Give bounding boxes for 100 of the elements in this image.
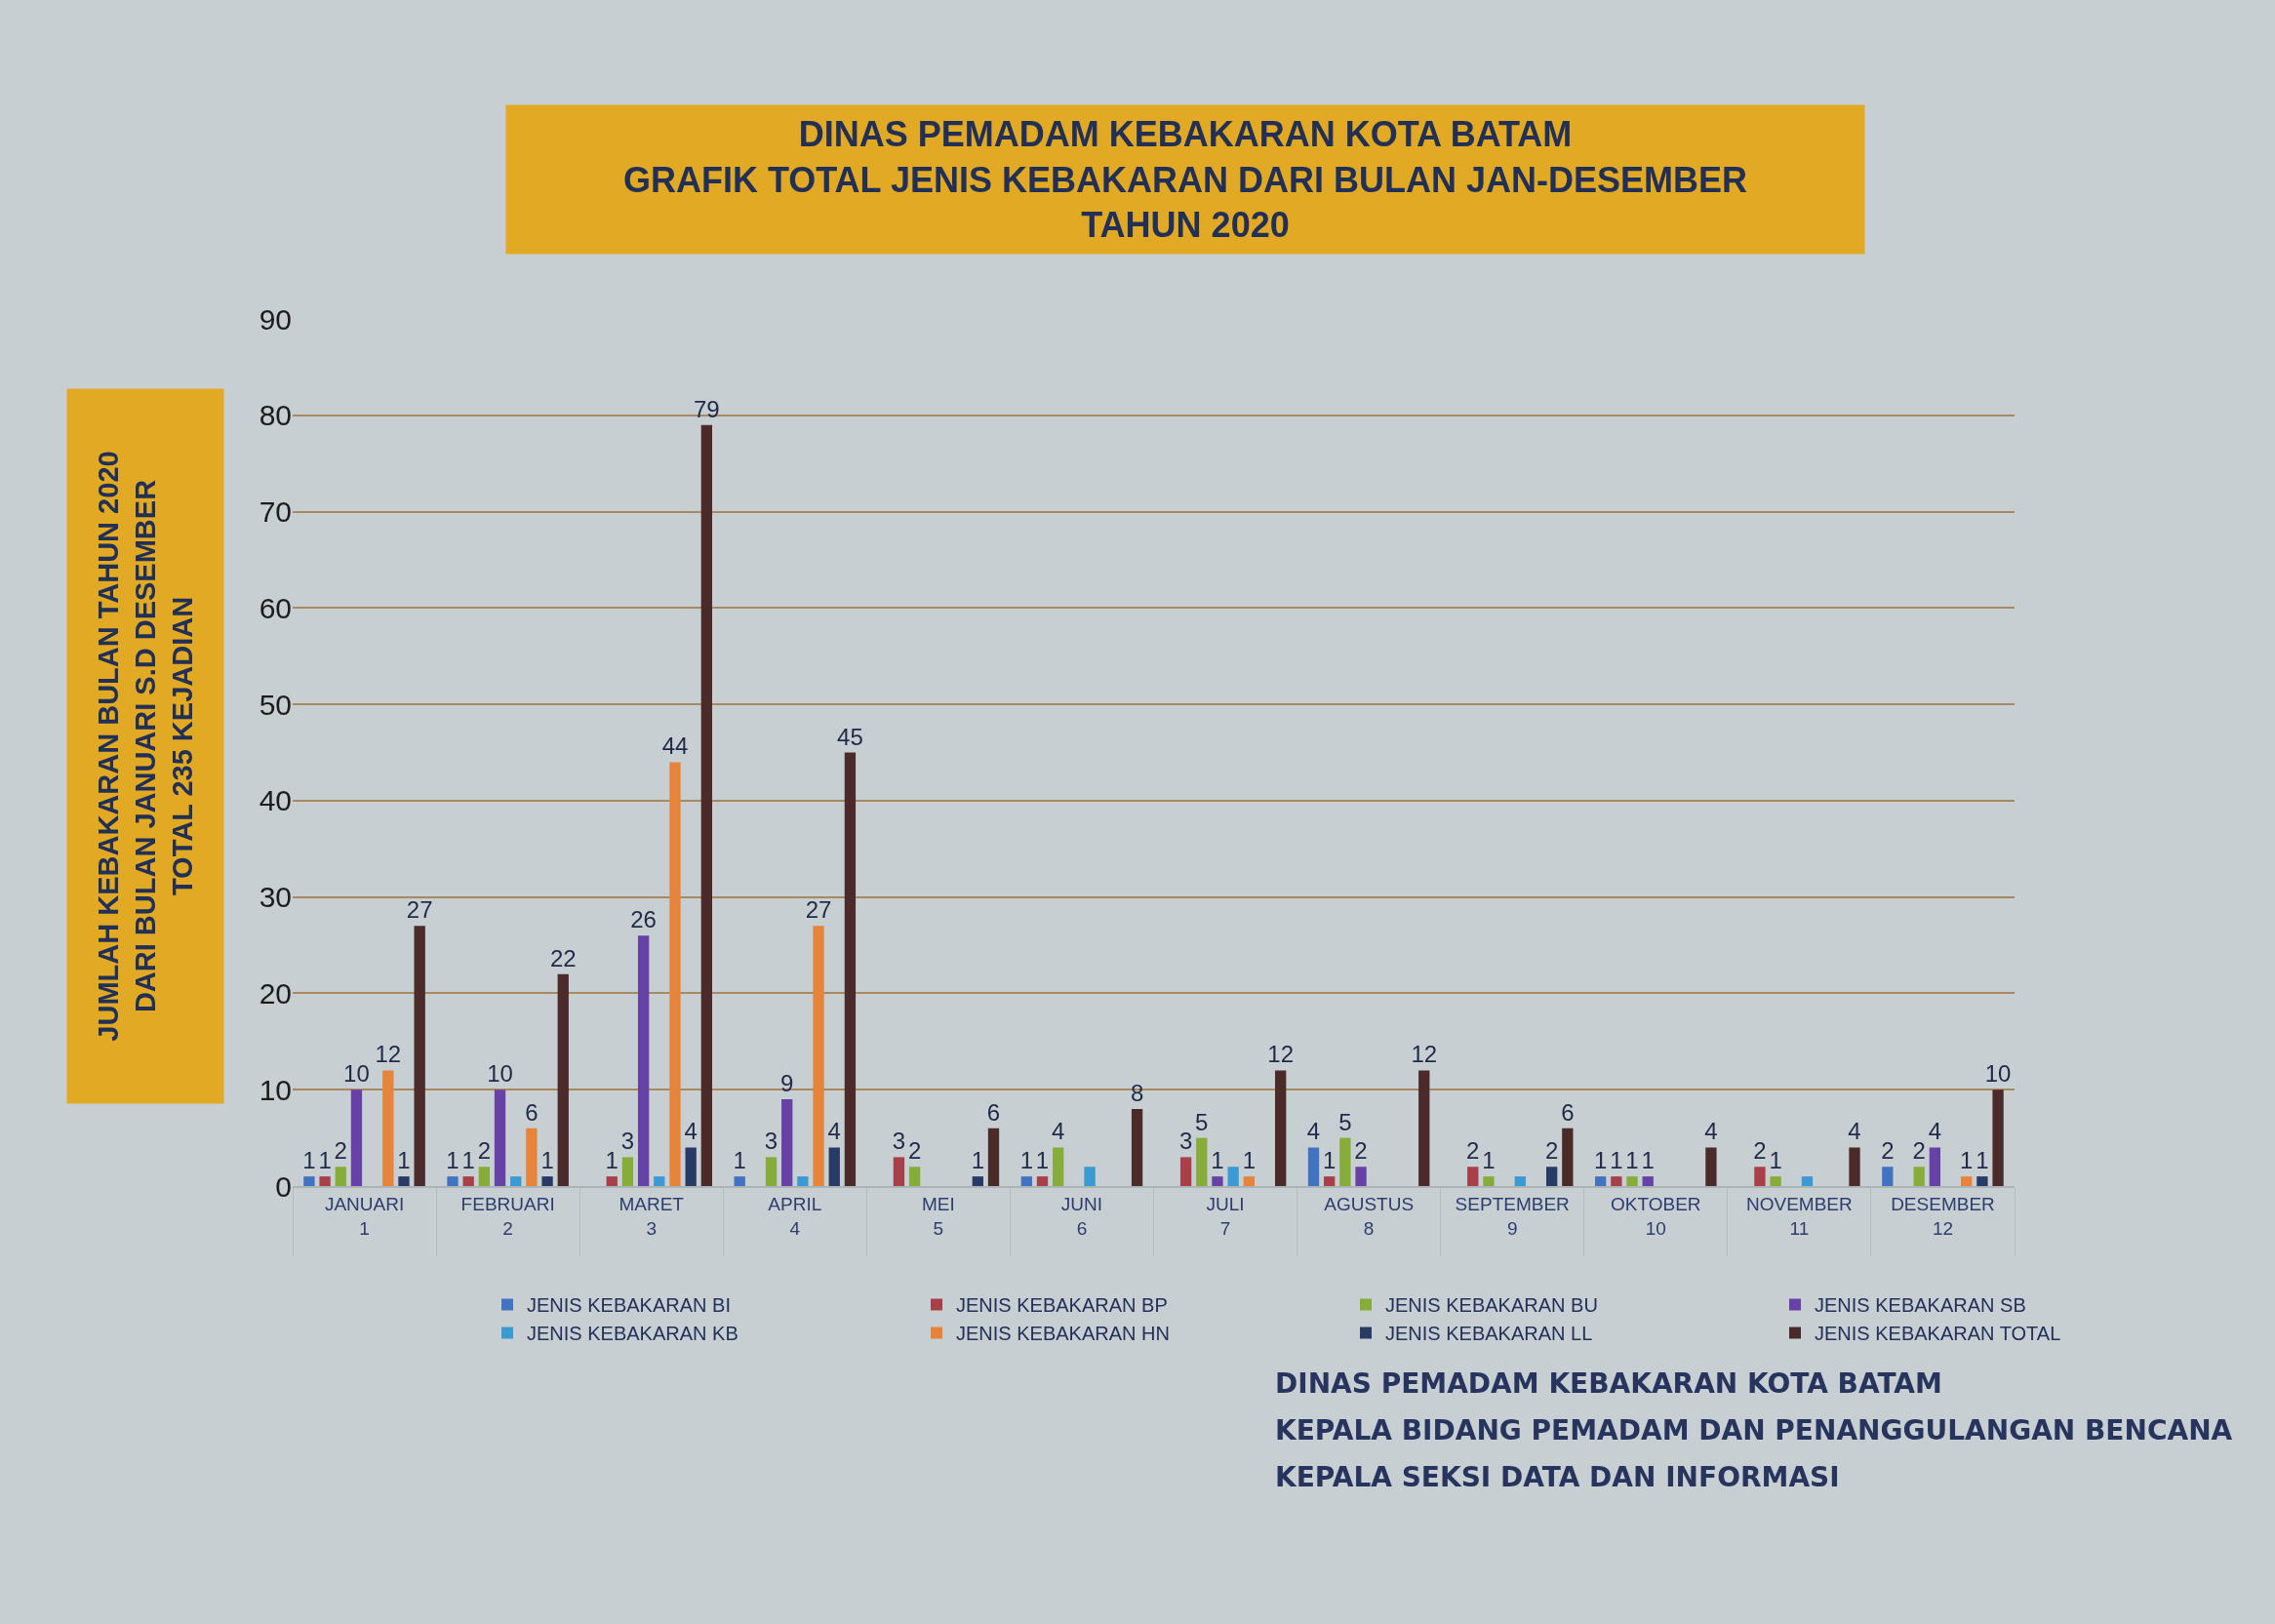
data-label: 4	[1052, 1118, 1065, 1145]
data-label: 27	[805, 896, 832, 924]
legend-label: JENIS KEBAKARAN KB	[527, 1323, 738, 1345]
bar	[1179, 1157, 1192, 1186]
x-tick-label: MEI 5	[921, 1193, 955, 1239]
y-tick-label: 20	[259, 976, 292, 1010]
bar	[541, 1176, 553, 1186]
data-label: 1	[1211, 1147, 1224, 1174]
data-label: 4	[827, 1118, 841, 1145]
data-label: 1	[397, 1147, 411, 1174]
data-label: 1	[1976, 1147, 1989, 1174]
data-label: 12	[375, 1041, 402, 1068]
x-tick-label: JUNI 6	[1060, 1193, 1103, 1239]
data-label: 6	[1561, 1098, 1575, 1126]
bar	[1849, 1147, 1860, 1186]
bar	[606, 1176, 618, 1186]
bar	[414, 926, 425, 1186]
data-label: 3	[1178, 1128, 1193, 1155]
y-tick-label: 0	[275, 1169, 292, 1203]
data-label: 2	[1912, 1137, 1926, 1165]
bar	[350, 1089, 363, 1186]
data-label: 2	[1881, 1137, 1895, 1165]
bar	[1595, 1176, 1607, 1186]
bar	[654, 1176, 665, 1186]
bar	[1307, 1147, 1320, 1186]
bar	[1562, 1128, 1574, 1186]
x-tick-label: DESEMBER 12	[1891, 1193, 1995, 1239]
chart-title: DINAS PEMADAM KEBAKARAN KOTA BATAM GRAFIK TOTAL JENIS KEBAKARAN DARI BULAN JAN-DESEMBER TAHUN 2020	[622, 113, 1748, 246]
data-label: 4	[1848, 1118, 1861, 1145]
data-label: 10	[343, 1060, 370, 1088]
bar	[1992, 1089, 2004, 1186]
bar	[1339, 1137, 1351, 1186]
bar	[1801, 1176, 1814, 1186]
x-tick-label: APRIL 4	[768, 1193, 822, 1239]
bar	[1196, 1137, 1208, 1186]
data-label: 4	[684, 1118, 698, 1145]
y-tick-label: 10	[259, 1073, 292, 1106]
bar	[1467, 1167, 1479, 1186]
bar	[1754, 1167, 1766, 1186]
data-label: 1	[733, 1147, 746, 1174]
data-label: 1	[1610, 1147, 1623, 1174]
data-label: 1	[1242, 1147, 1256, 1174]
bar	[669, 762, 681, 1186]
legend-label: JENIS KEBAKARAN BU	[1385, 1294, 1598, 1317]
data-label: 10	[1984, 1060, 2012, 1088]
y-axis-title: JUMLAH KEBAKARAN BULAN TAHUN 2020 DARI BULAN JANUARI S.D DESEMBER TOTAL 235 KEJADIAN	[93, 451, 198, 1042]
y-tick-label: 40	[259, 784, 292, 817]
legend-label: JENIS KEBAKARAN LL	[1385, 1323, 1593, 1345]
bar	[828, 1147, 840, 1186]
data-label: 1	[318, 1147, 332, 1174]
bar	[700, 424, 712, 1186]
y-tick-label: 70	[259, 495, 292, 529]
bar	[1275, 1070, 1287, 1186]
text: KEPALA SEKSI DATA DAN INFORMASI	[1275, 1461, 1840, 1493]
data-label: 4	[1928, 1118, 1942, 1145]
data-label: 2	[907, 1137, 922, 1165]
y-tick-label: 60	[259, 591, 292, 624]
bar	[781, 1099, 793, 1186]
bar	[972, 1176, 983, 1186]
bar	[637, 935, 650, 1186]
bar	[1642, 1176, 1654, 1186]
bar	[335, 1167, 346, 1186]
bar	[382, 1070, 394, 1186]
bar	[510, 1176, 522, 1186]
bar	[1418, 1070, 1430, 1186]
data-label: 5	[1338, 1108, 1352, 1135]
data-label: 1	[1593, 1147, 1608, 1174]
x-tick-label: JULI 7	[1206, 1193, 1245, 1239]
bar	[1976, 1176, 1988, 1186]
data-label: 2	[477, 1137, 492, 1165]
legend-label: JENIS KEBAKARAN BI	[527, 1294, 731, 1317]
data-label: 1	[1019, 1147, 1034, 1174]
data-label: 1	[1482, 1147, 1496, 1174]
y-tick-label: 90	[259, 302, 292, 336]
bar	[1929, 1147, 1941, 1186]
bar	[844, 752, 857, 1186]
legend-label: JENIS KEBAKARAN TOTAL	[1815, 1323, 2061, 1345]
data-label: 22	[549, 944, 577, 971]
data-label: 1	[605, 1147, 619, 1174]
bar	[813, 926, 824, 1186]
data-label: 3	[892, 1128, 906, 1155]
legend-label: JENIS KEBAKARAN BP	[956, 1294, 1168, 1317]
data-label: 6	[986, 1098, 1001, 1126]
text: KEPALA BIDANG PEMADAM DAN PENANGGULANGAN BENCANA	[1275, 1414, 2233, 1446]
data-label: 26	[630, 906, 657, 933]
x-tick-label: JANUARI 1	[324, 1193, 405, 1239]
bar	[1131, 1108, 1143, 1186]
y-tick-label: 50	[259, 688, 292, 721]
bar	[1036, 1176, 1049, 1186]
data-label: 12	[1267, 1041, 1295, 1068]
data-label: 2	[1753, 1137, 1767, 1165]
bar	[494, 1089, 506, 1186]
data-label: 1	[540, 1147, 554, 1174]
bar	[462, 1176, 474, 1186]
bar	[478, 1167, 491, 1186]
data-label: 1	[461, 1147, 475, 1174]
data-label: 3	[620, 1128, 635, 1155]
bar	[398, 1176, 410, 1186]
bar	[1626, 1176, 1638, 1186]
bar	[1212, 1176, 1223, 1186]
